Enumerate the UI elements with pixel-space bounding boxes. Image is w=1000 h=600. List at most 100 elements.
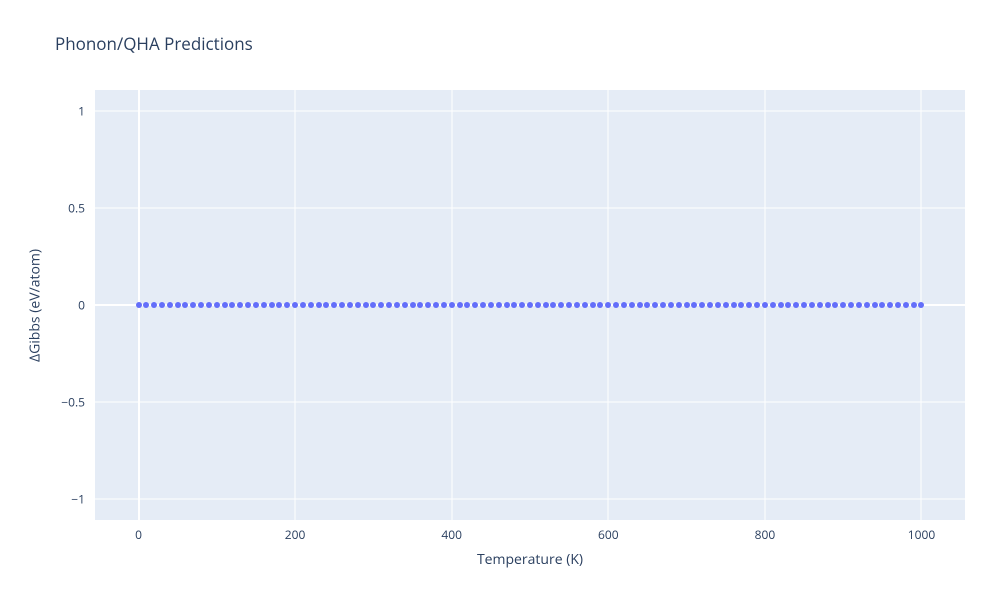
data-point[interactable]: [918, 302, 924, 308]
data-point[interactable]: [339, 302, 345, 308]
data-point[interactable]: [323, 302, 329, 308]
data-point[interactable]: [785, 302, 791, 308]
data-point[interactable]: [911, 302, 917, 308]
data-point[interactable]: [229, 302, 235, 308]
data-point[interactable]: [464, 302, 470, 308]
data-point[interactable]: [175, 302, 181, 308]
data-point[interactable]: [402, 302, 408, 308]
data-point[interactable]: [637, 302, 643, 308]
data-point[interactable]: [316, 302, 322, 308]
data-point[interactable]: [793, 302, 799, 308]
data-point[interactable]: [652, 302, 658, 308]
data-point[interactable]: [441, 302, 447, 308]
data-point[interactable]: [746, 302, 752, 308]
data-point[interactable]: [378, 302, 384, 308]
data-point[interactable]: [605, 302, 611, 308]
data-point[interactable]: [237, 302, 243, 308]
data-point[interactable]: [449, 302, 455, 308]
data-point[interactable]: [292, 302, 298, 308]
data-point[interactable]: [496, 302, 502, 308]
data-point[interactable]: [840, 302, 846, 308]
plot-area[interactable]: [95, 90, 965, 520]
data-point[interactable]: [331, 302, 337, 308]
data-point[interactable]: [394, 302, 400, 308]
data-point[interactable]: [308, 302, 314, 308]
data-point[interactable]: [519, 302, 525, 308]
data-point[interactable]: [253, 302, 259, 308]
data-point[interactable]: [488, 302, 494, 308]
data-point[interactable]: [574, 302, 580, 308]
data-point[interactable]: [284, 302, 290, 308]
data-point[interactable]: [676, 302, 682, 308]
data-point[interactable]: [261, 302, 267, 308]
data-point[interactable]: [269, 302, 275, 308]
data-point[interactable]: [754, 302, 760, 308]
data-point[interactable]: [895, 302, 901, 308]
data-point[interactable]: [300, 302, 306, 308]
data-point[interactable]: [738, 302, 744, 308]
data-point[interactable]: [566, 302, 572, 308]
data-point[interactable]: [457, 302, 463, 308]
data-point[interactable]: [143, 302, 149, 308]
data-point[interactable]: [597, 302, 603, 308]
data-point[interactable]: [214, 302, 220, 308]
data-point[interactable]: [167, 302, 173, 308]
data-point[interactable]: [848, 302, 854, 308]
data-point[interactable]: [190, 302, 196, 308]
data-point[interactable]: [723, 302, 729, 308]
data-point[interactable]: [778, 302, 784, 308]
data-point[interactable]: [558, 302, 564, 308]
data-point[interactable]: [543, 302, 549, 308]
data-point[interactable]: [550, 302, 556, 308]
data-point[interactable]: [198, 302, 204, 308]
data-point[interactable]: [504, 302, 510, 308]
data-point[interactable]: [817, 302, 823, 308]
data-point[interactable]: [879, 302, 885, 308]
data-point[interactable]: [864, 302, 870, 308]
data-point[interactable]: [801, 302, 807, 308]
data-point[interactable]: [762, 302, 768, 308]
data-point[interactable]: [355, 302, 361, 308]
data-point[interactable]: [433, 302, 439, 308]
data-point[interactable]: [707, 302, 713, 308]
data-point[interactable]: [417, 302, 423, 308]
data-point[interactable]: [347, 302, 353, 308]
data-point[interactable]: [684, 302, 690, 308]
data-point[interactable]: [472, 302, 478, 308]
data-point[interactable]: [276, 302, 282, 308]
data-point[interactable]: [629, 302, 635, 308]
data-point[interactable]: [856, 302, 862, 308]
data-point[interactable]: [731, 302, 737, 308]
data-point[interactable]: [582, 302, 588, 308]
data-point[interactable]: [621, 302, 627, 308]
data-point[interactable]: [370, 302, 376, 308]
data-point[interactable]: [770, 302, 776, 308]
data-point[interactable]: [222, 302, 228, 308]
data-point[interactable]: [535, 302, 541, 308]
data-point[interactable]: [425, 302, 431, 308]
data-point[interactable]: [590, 302, 596, 308]
data-point[interactable]: [832, 302, 838, 308]
data-point[interactable]: [480, 302, 486, 308]
data-point[interactable]: [809, 302, 815, 308]
data-point[interactable]: [613, 302, 619, 308]
data-point[interactable]: [410, 302, 416, 308]
data-point[interactable]: [887, 302, 893, 308]
data-point[interactable]: [691, 302, 697, 308]
data-point[interactable]: [715, 302, 721, 308]
data-point[interactable]: [206, 302, 212, 308]
data-point[interactable]: [903, 302, 909, 308]
data-point[interactable]: [825, 302, 831, 308]
data-point[interactable]: [182, 302, 188, 308]
data-point[interactable]: [668, 302, 674, 308]
data-point[interactable]: [699, 302, 705, 308]
data-point[interactable]: [159, 302, 165, 308]
data-point[interactable]: [527, 302, 533, 308]
data-point[interactable]: [245, 302, 251, 308]
data-point[interactable]: [872, 302, 878, 308]
data-point[interactable]: [660, 302, 666, 308]
data-point[interactable]: [644, 302, 650, 308]
data-point[interactable]: [363, 302, 369, 308]
data-point[interactable]: [386, 302, 392, 308]
data-point[interactable]: [151, 302, 157, 308]
